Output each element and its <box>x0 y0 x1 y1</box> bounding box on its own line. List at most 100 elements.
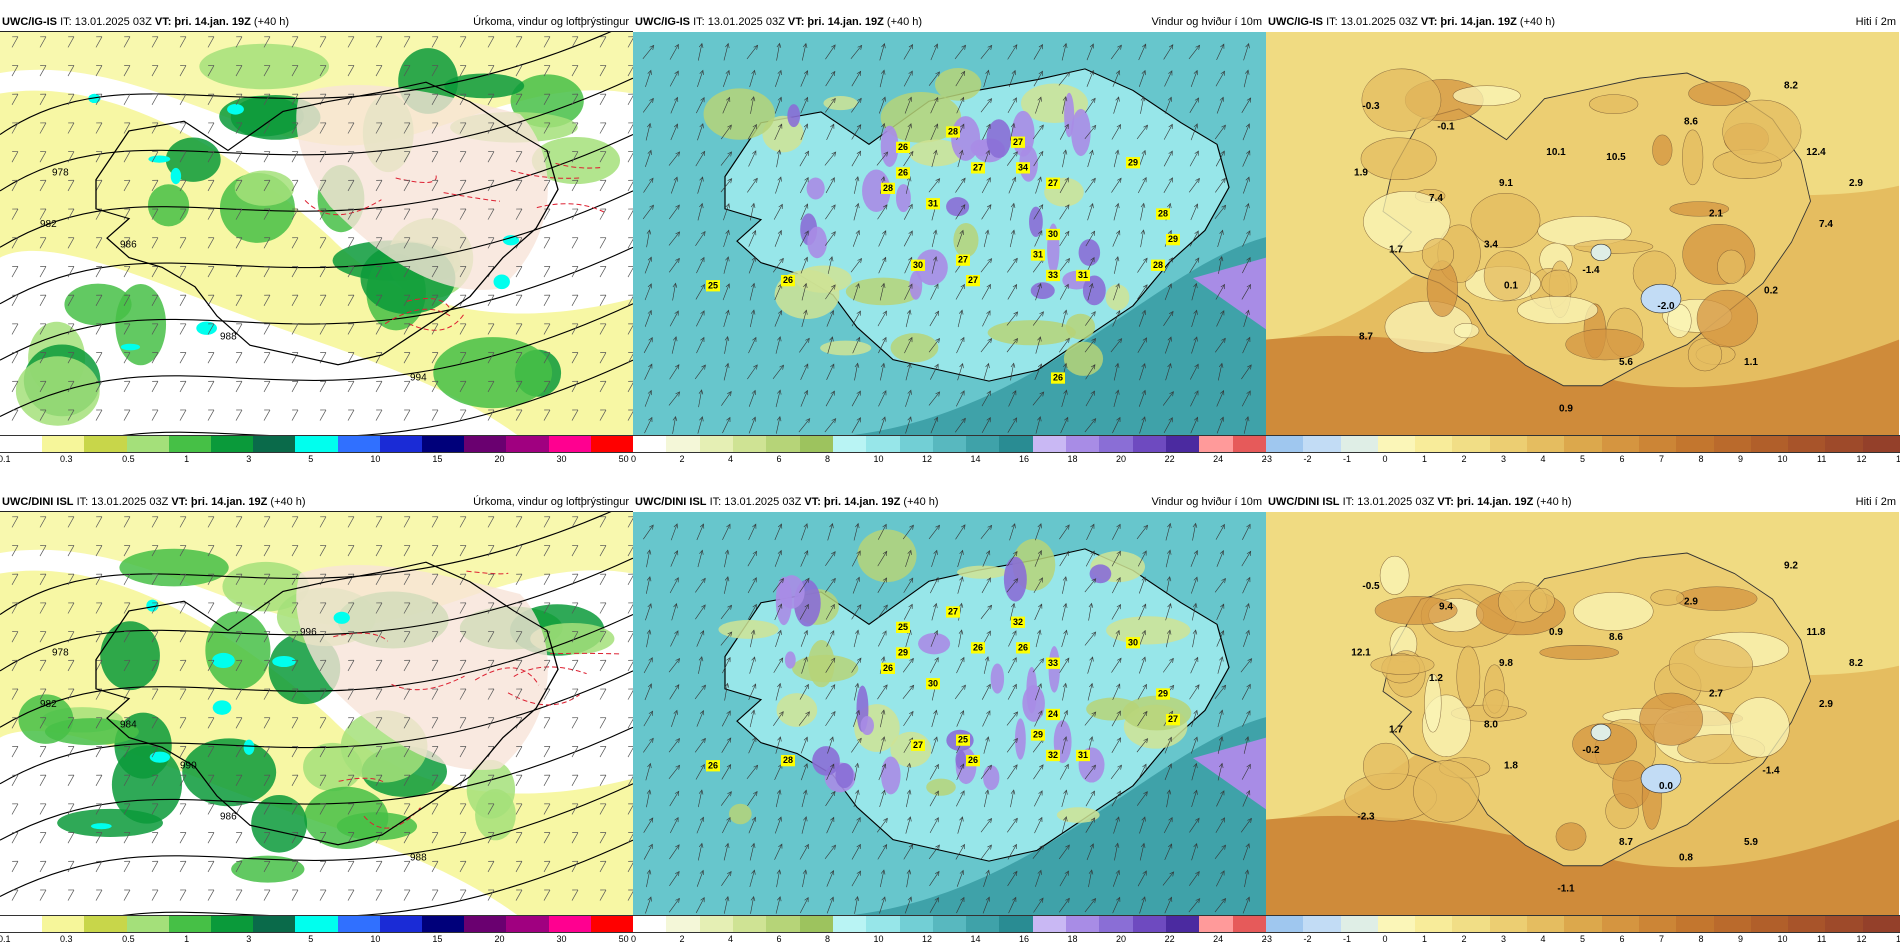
wind-barb <box>375 573 383 585</box>
colorbar-segment <box>832 916 867 932</box>
temperature-label: 10.5 <box>1606 152 1626 163</box>
wind-arrow <box>879 42 886 61</box>
wind-arrow <box>720 604 732 620</box>
wind-arrow <box>643 337 653 354</box>
colorbar-ticks: 02468101214161820222426 <box>631 453 1272 467</box>
wind-arrow <box>1058 257 1070 273</box>
wind-barb <box>207 65 215 77</box>
wind-barb <box>123 889 131 901</box>
colorbar-segment <box>337 436 380 452</box>
colorbar-tick-label: 0.1 <box>0 454 11 464</box>
wind-arrow <box>904 896 912 914</box>
wind-barb <box>459 208 467 220</box>
temperature-label: 8.2 <box>1784 80 1798 91</box>
wind-barb <box>95 573 103 585</box>
wind-barb <box>263 573 271 585</box>
wind-arrow <box>1216 790 1225 807</box>
wind-arrow <box>825 551 836 567</box>
wind-arrow <box>1058 844 1070 860</box>
wind-arrow <box>697 123 704 141</box>
wind-barb <box>515 602 523 614</box>
wind-arrow <box>644 683 653 701</box>
map-canvas[interactable]: 28 27 26 27 34 27 26 31 28 30 29 28 25 26 30 31 27 33 31 27… <box>633 32 1266 437</box>
colorbar-tick-label: -1 <box>1343 934 1352 944</box>
map-canvas[interactable]: 27 32 25 26 26 33 29 30 26 24 30 29 26 28 27 29 25 32 31 26… <box>633 512 1266 917</box>
wind-barb <box>67 516 75 528</box>
wind-arrow <box>722 96 731 114</box>
wind-barb <box>39 659 47 672</box>
wind-barb <box>515 774 523 786</box>
temperature-label: 5.9 <box>1744 837 1758 848</box>
wind-arrow <box>646 789 652 808</box>
wind-barb <box>459 266 467 278</box>
wind-barb <box>319 602 327 614</box>
colorbar-segment <box>0 436 43 452</box>
wind-arrow <box>722 816 731 834</box>
wind-barb <box>263 323 271 335</box>
wind-barb <box>123 774 131 786</box>
wind-arrow <box>774 309 783 327</box>
wind-barb <box>151 717 159 729</box>
wind-barb <box>263 631 271 643</box>
wind-arrow <box>1112 629 1120 647</box>
wind-barb <box>459 323 467 335</box>
colorbar-segment <box>84 436 127 452</box>
colorbar-tick-label: 50 <box>618 934 629 944</box>
wind-barb <box>123 179 131 192</box>
colorbar-segment <box>666 436 700 452</box>
wind-arrow <box>1035 96 1042 114</box>
wind-arrow <box>1035 629 1042 648</box>
wind-barb <box>627 380 633 393</box>
wind-barb <box>151 208 159 220</box>
colorbar-tick-label: 50 <box>618 454 629 464</box>
wind-arrow <box>1113 96 1120 114</box>
wind-arrow <box>906 762 912 781</box>
wind-barb <box>319 803 327 815</box>
wind-barb <box>207 409 215 421</box>
wind-arrow <box>1035 683 1042 701</box>
wind-arrow <box>748 416 756 434</box>
model-name: UWC/DINI ISL <box>635 496 707 508</box>
wind-arrow <box>749 842 756 861</box>
valid-time-label: VT: <box>171 496 188 508</box>
wind-arrow <box>1188 898 1201 913</box>
map-canvas[interactable]: 978 982 986 988 994 <box>0 31 634 438</box>
wind-arrow <box>1112 70 1121 87</box>
wind-arrow <box>982 710 991 727</box>
temperature-label: 8.6 <box>1684 116 1698 127</box>
wind-arrow <box>1215 337 1226 353</box>
colorbar-tick-label: 2 <box>679 454 685 464</box>
wind-arrow <box>1191 736 1198 754</box>
colorbar-tick-label: 3 <box>246 934 252 944</box>
wind-arrow <box>1058 337 1070 353</box>
wind-barb <box>403 237 411 249</box>
wind-barb <box>459 659 467 672</box>
wind-barb <box>39 237 47 249</box>
wind-barb <box>123 631 131 643</box>
wind-arrow <box>851 657 862 673</box>
wind-barb <box>207 93 215 105</box>
wind-barb <box>487 122 495 134</box>
wind-barb <box>207 237 215 249</box>
wind-arrow <box>1114 842 1120 861</box>
wind-arrow <box>1243 416 1250 434</box>
wind-barb <box>515 266 523 278</box>
map-canvas[interactable]: -0.3 -0.1 8.2 8.6 10.1 10.5 12.4 1.9 9.1 2.9 7.4 2.… <box>1266 32 1900 437</box>
wind-arrow <box>1214 844 1226 860</box>
wind-barb <box>11 573 19 585</box>
wind-barb <box>123 65 131 77</box>
wind-arrow <box>801 42 808 61</box>
wind-barb <box>571 380 579 393</box>
wind-barb <box>431 352 439 364</box>
wind-barb <box>487 545 495 557</box>
wind-arrow <box>750 895 756 914</box>
wind-barb <box>235 860 243 873</box>
wind-barb <box>571 65 579 77</box>
isobar-label: 982 <box>40 219 57 230</box>
wind-barb <box>39 409 47 421</box>
wind-arrow <box>800 550 809 567</box>
wind-barb <box>39 889 47 901</box>
map-canvas[interactable]: 978 982 984 986 988 990 996 <box>0 511 634 918</box>
map-canvas[interactable]: -0.5 9.4 9.2 2.9 0.9 8.6 11.8 12.1 9.8 8.2 1.2 2.7 2… <box>1266 512 1900 917</box>
colorbar-tick-label: 6 <box>776 454 782 464</box>
